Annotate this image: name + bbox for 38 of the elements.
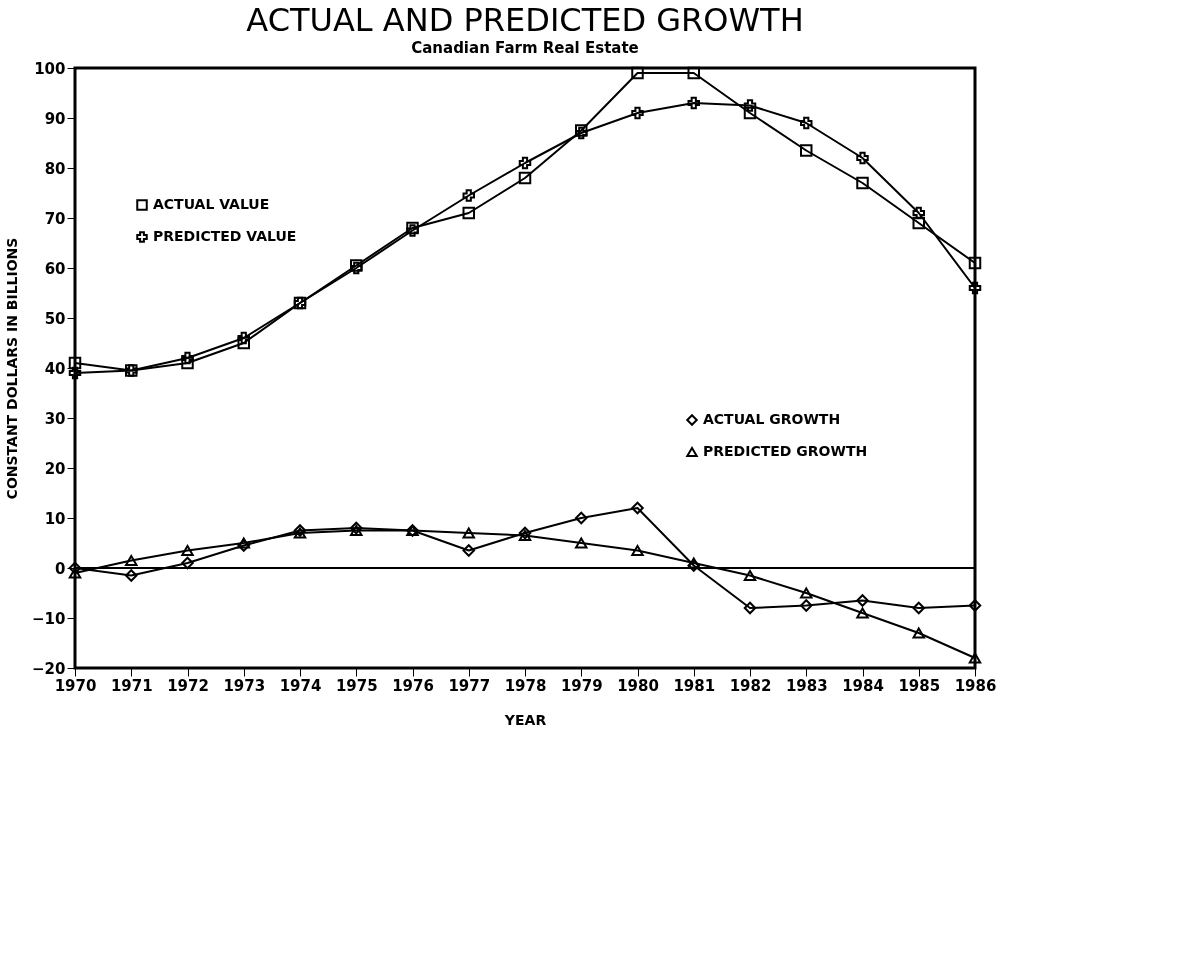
y-tick-label: 10 bbox=[44, 509, 66, 528]
chart-subtitle: Canadian Farm Real Estate bbox=[411, 39, 639, 57]
x-tick-label: 1981 bbox=[673, 676, 716, 695]
x-tick-label: 1978 bbox=[504, 676, 547, 695]
x-tick-label: 1971 bbox=[110, 676, 153, 695]
y-axis-title: CONSTANT DOLLARS IN BILLIONS bbox=[4, 237, 21, 500]
x-tick-label: 1984 bbox=[842, 676, 884, 695]
legend-label: ACTUAL GROWTH bbox=[703, 411, 841, 427]
x-tick-label: 1972 bbox=[167, 676, 209, 695]
x-tick-label: 1973 bbox=[223, 676, 266, 695]
y-tick-label: 70 bbox=[44, 209, 66, 228]
x-tick-label: 1976 bbox=[392, 676, 434, 695]
y-tick-label: 30 bbox=[44, 409, 66, 428]
x-tick-label: 1982 bbox=[729, 676, 772, 695]
y-tick-label: 80 bbox=[44, 159, 66, 178]
legend-label: PREDICTED VALUE bbox=[153, 228, 297, 244]
y-tick-label: 40 bbox=[44, 359, 66, 378]
x-tick-label: 1980 bbox=[617, 676, 659, 695]
y-tick-label: 20 bbox=[44, 459, 66, 478]
chart-title: ACTUAL AND PREDICTED GROWTH bbox=[246, 1, 804, 39]
x-tick-label: 1970 bbox=[54, 676, 97, 695]
legend-label: ACTUAL VALUE bbox=[153, 196, 270, 212]
x-tick-label: 1974 bbox=[279, 676, 322, 695]
x-tick-label: 1977 bbox=[448, 676, 491, 695]
x-tick-label: 1983 bbox=[785, 676, 828, 695]
x-tick-label: 1975 bbox=[335, 676, 378, 695]
y-tick-label: −20 bbox=[32, 659, 66, 678]
y-tick-label: 50 bbox=[44, 309, 66, 328]
y-tick-label: 100 bbox=[34, 59, 66, 78]
x-axis-title: YEAR bbox=[503, 711, 547, 728]
x-tick-label: 1979 bbox=[560, 676, 603, 695]
y-tick-label: 90 bbox=[44, 109, 66, 128]
y-tick-label: 60 bbox=[44, 259, 66, 278]
legend-label: PREDICTED GROWTH bbox=[703, 443, 868, 459]
y-tick-label: −10 bbox=[32, 609, 66, 628]
x-tick-label: 1985 bbox=[898, 676, 941, 695]
x-tick-label: 1986 bbox=[954, 676, 997, 695]
y-tick-label: 0 bbox=[55, 559, 66, 578]
